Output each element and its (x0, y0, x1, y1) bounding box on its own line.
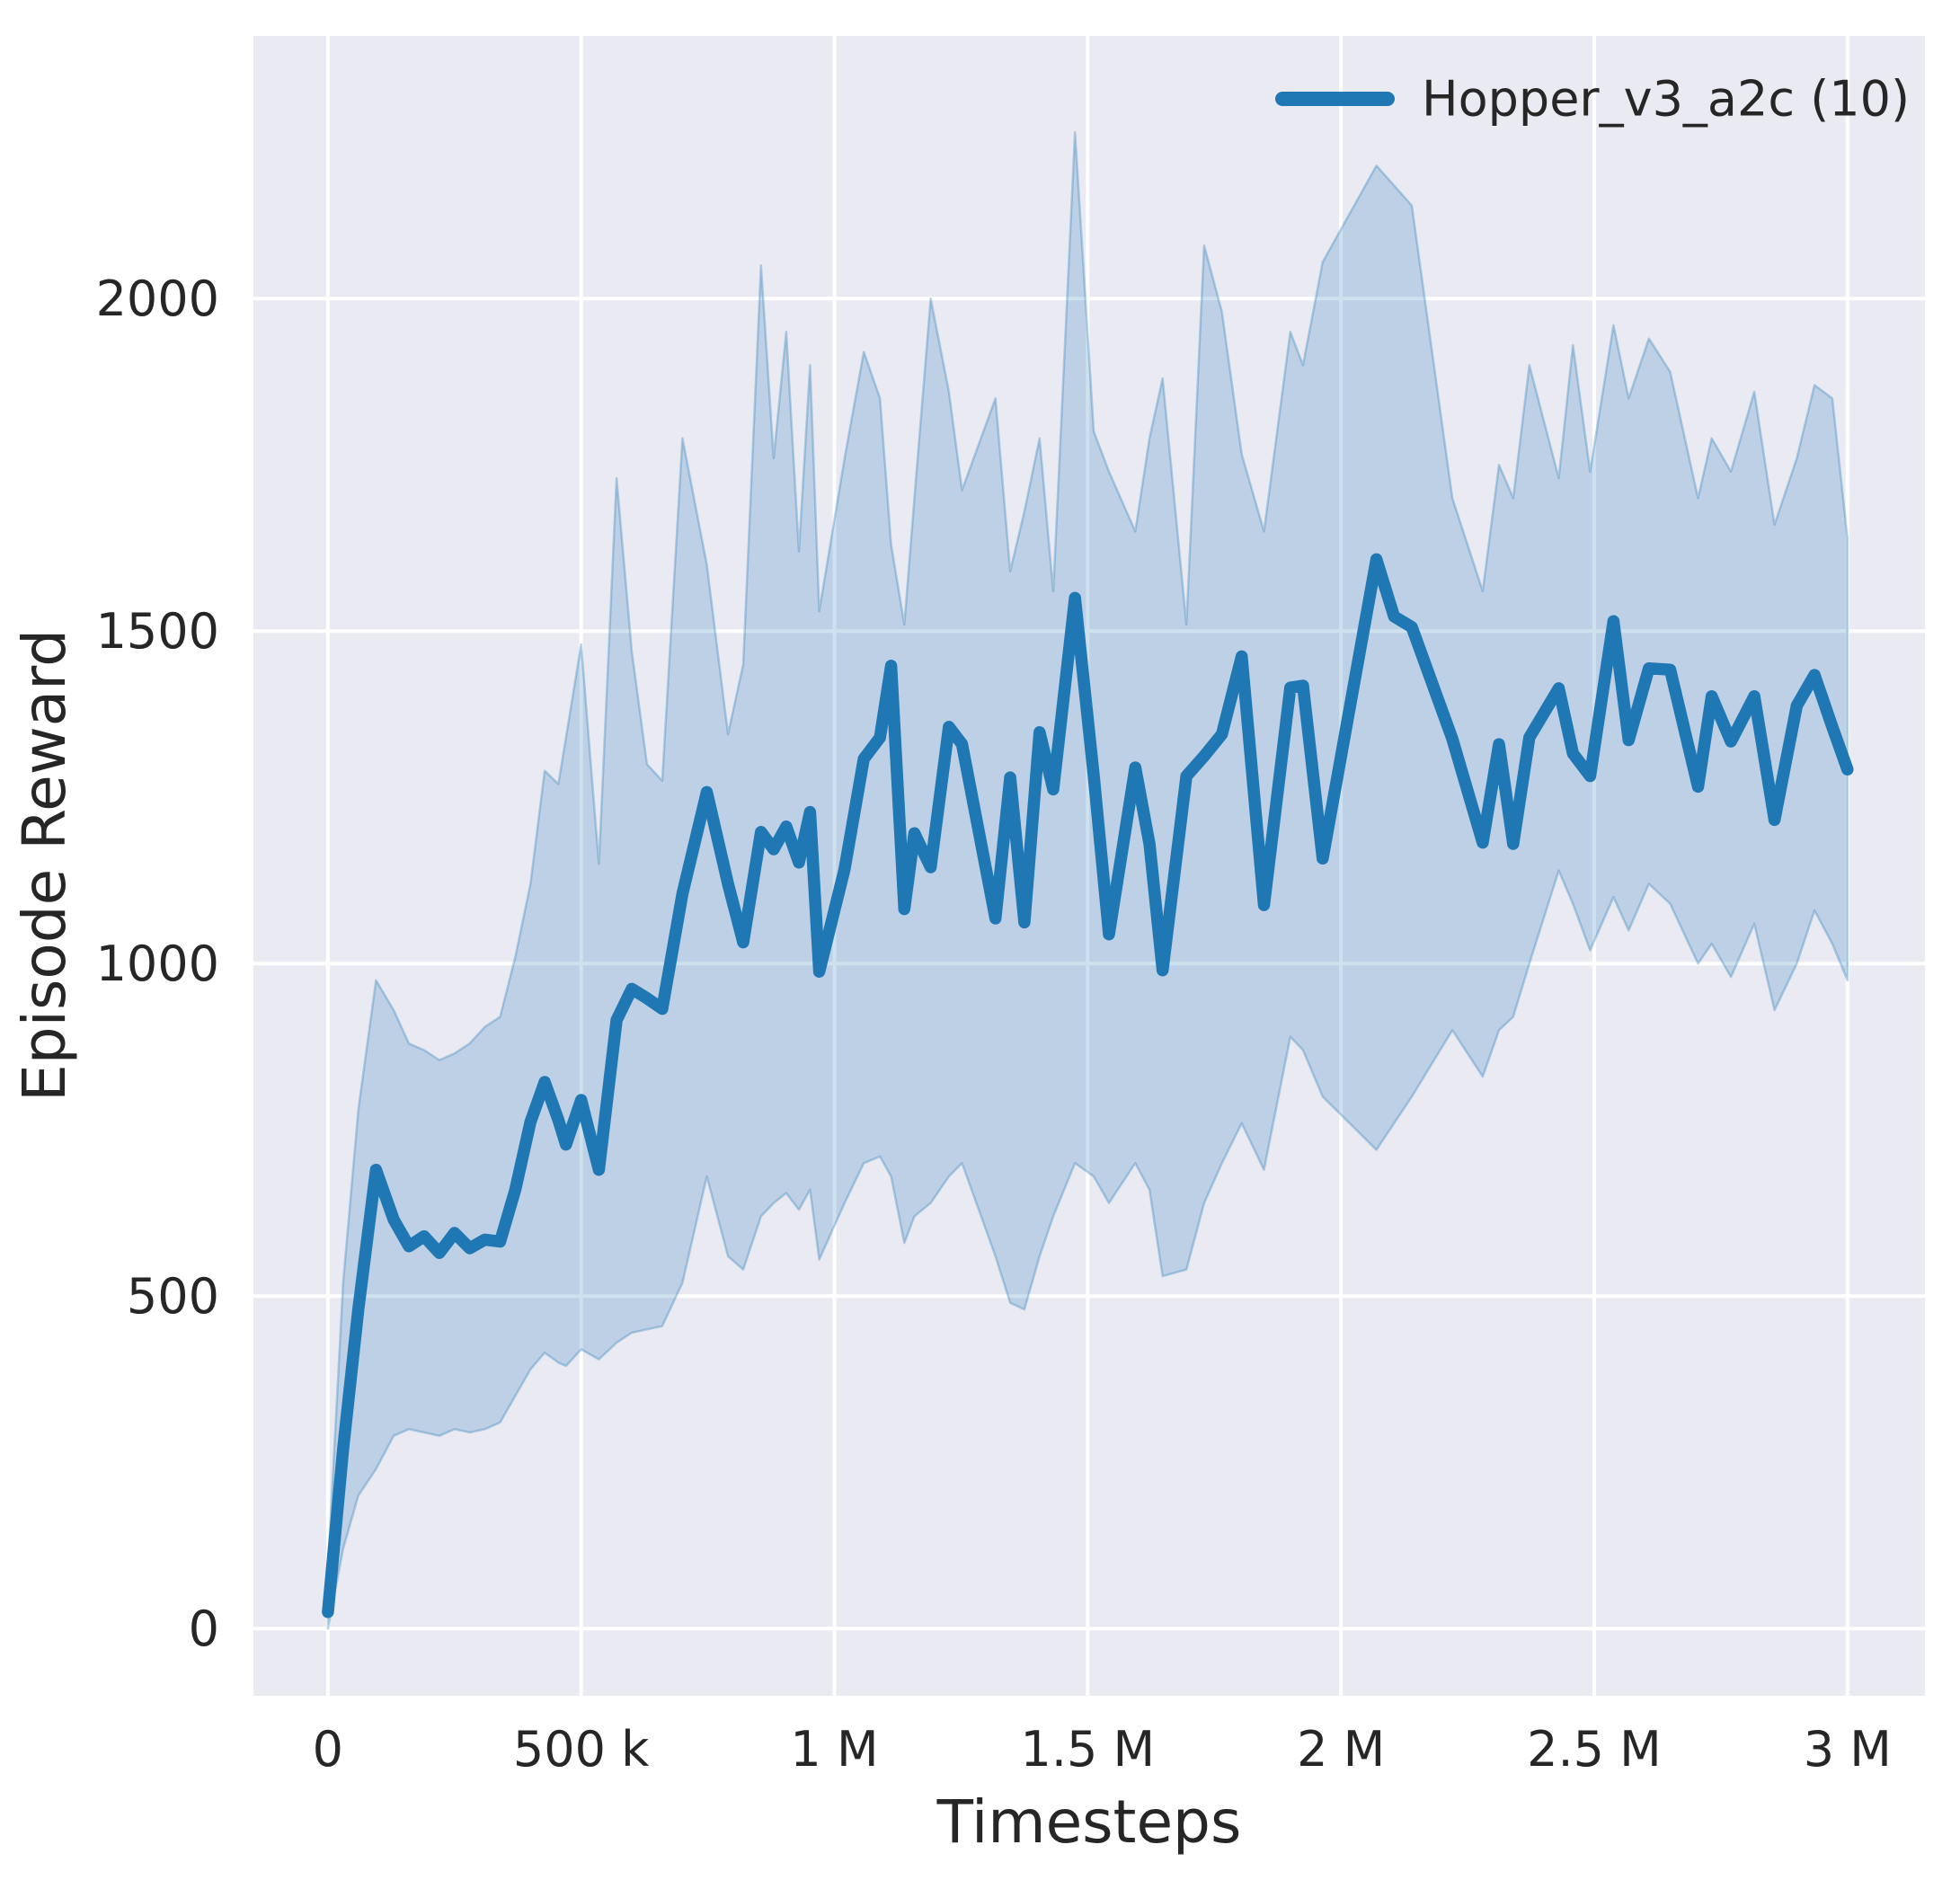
x-tick-label: 0 (313, 1721, 343, 1778)
y-tick-labels: 0 500 1000 1500 2000 (96, 270, 219, 1657)
y-tick-label: 1500 (96, 603, 219, 660)
x-tick-label: 1 M (790, 1721, 878, 1778)
x-tick-label: 1.5 M (1020, 1721, 1155, 1778)
x-tick-labels: 0 500 k 1 M 1.5 M 2 M 2.5 M 3 M (313, 1721, 1892, 1778)
y-tick-label: 0 (189, 1601, 219, 1657)
x-tick-label: 2 M (1297, 1721, 1385, 1778)
x-axis-label: Timesteps (936, 1787, 1242, 1857)
x-tick-label: 3 M (1804, 1721, 1892, 1778)
gridlines (253, 36, 1925, 1696)
confidence-band-area (326, 131, 1849, 1630)
mean-reward-polyline (322, 553, 1854, 1619)
confidence-band (326, 131, 1849, 1630)
y-tick-label: 500 (127, 1268, 219, 1325)
mean-reward-line (322, 553, 1854, 1619)
legend-label: Hopper_v3_a2c (10) (1422, 71, 1910, 128)
y-tick-label: 2000 (96, 270, 219, 327)
x-tick-label: 2.5 M (1527, 1721, 1662, 1778)
x-tick-label: 500 k (513, 1721, 650, 1778)
y-tick-label: 1000 (96, 936, 219, 992)
y-axis-label: Episode Reward (10, 629, 79, 1102)
legend: Hopper_v3_a2c (10) (1275, 71, 1910, 128)
